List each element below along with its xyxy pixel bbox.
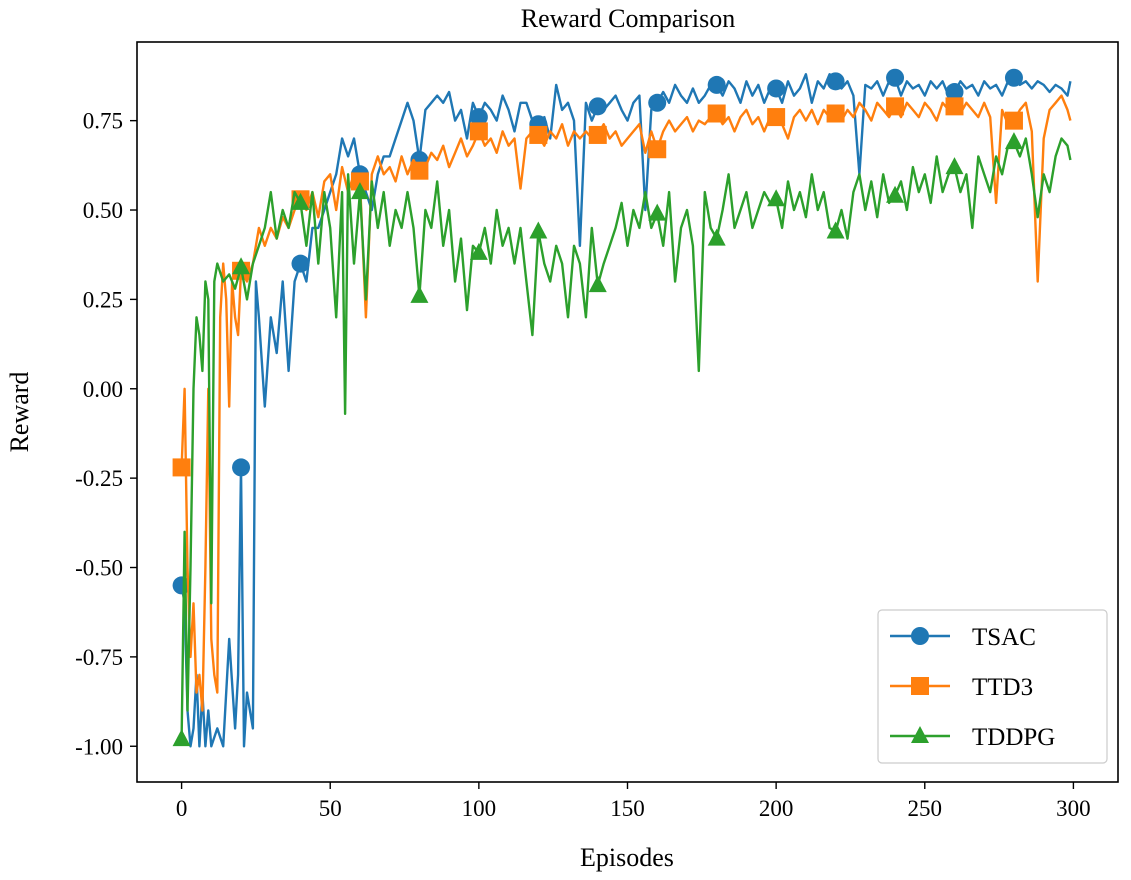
series-marker-tddpg bbox=[945, 157, 964, 175]
series-marker-tddpg bbox=[529, 221, 548, 239]
x-tick-label: 250 bbox=[908, 796, 943, 821]
series-marker-ttd3 bbox=[886, 97, 905, 116]
plot-area bbox=[136, 41, 1119, 783]
series-marker-tsac bbox=[232, 458, 251, 477]
y-tick-label: -1.00 bbox=[75, 734, 123, 759]
series-line-tddpg bbox=[180, 137, 1072, 740]
series-marker-tsac bbox=[588, 97, 607, 116]
series-marker-tddpg bbox=[767, 189, 786, 207]
legend-label-ttd3: TTD3 bbox=[972, 674, 1033, 701]
series-marker-tddpg bbox=[410, 285, 429, 303]
y-axis-label: Reward bbox=[5, 372, 34, 453]
legend-label-tsac: TSAC bbox=[972, 624, 1036, 651]
series-marker-tsac bbox=[1004, 68, 1023, 87]
y-tick-label: 0.75 bbox=[83, 109, 123, 134]
y-axis-ticks: -1.00 -0.75 -0.50 -0.25 0.00 0.25 0.50 0.75 bbox=[75, 109, 137, 759]
y-tick-label: 0.00 bbox=[83, 377, 123, 402]
x-tick-label: 150 bbox=[610, 796, 645, 821]
series-marker-tddpg bbox=[172, 729, 191, 747]
legend-frame bbox=[877, 609, 1108, 764]
x-tick-label: 100 bbox=[462, 796, 497, 821]
series-marker-ttd3 bbox=[648, 140, 667, 159]
series-marker-tddpg bbox=[232, 257, 251, 275]
y-tick-label: -0.50 bbox=[75, 556, 123, 581]
y-tick-label: 0.25 bbox=[83, 287, 123, 312]
series-marker-tddpg bbox=[291, 192, 310, 210]
y-tick-label: 0.50 bbox=[83, 198, 123, 223]
y-tick-label: -0.25 bbox=[75, 466, 123, 491]
series-marker-ttd3 bbox=[588, 125, 607, 144]
legend-label-tddpg: TDDPG bbox=[972, 724, 1055, 751]
series-marker-tddpg bbox=[826, 221, 845, 239]
series-marker-ttd3 bbox=[172, 458, 191, 477]
legend-marker-tsac bbox=[911, 627, 929, 645]
series-marker-tddpg bbox=[1004, 132, 1023, 150]
series-marker-ttd3 bbox=[826, 104, 845, 123]
series-marker-tddpg bbox=[707, 228, 726, 246]
series-marker-tsac bbox=[886, 68, 905, 87]
series-marker-tsac bbox=[945, 83, 964, 102]
legend-marker-ttd3 bbox=[911, 677, 929, 695]
series-marker-tsac bbox=[767, 79, 786, 98]
series-marker-tsac bbox=[648, 93, 667, 112]
x-tick-label: 300 bbox=[1056, 796, 1091, 821]
series-marker-tsac bbox=[469, 108, 488, 127]
series-marker-tddpg bbox=[469, 242, 488, 260]
series-marker-ttd3 bbox=[350, 172, 369, 191]
series-marker-tsac bbox=[826, 72, 845, 91]
series-marker-ttd3 bbox=[1004, 111, 1023, 130]
series-marker-ttd3 bbox=[767, 108, 786, 127]
x-tick-label: 200 bbox=[759, 796, 794, 821]
series-marker-tddpg bbox=[588, 275, 607, 293]
series-marker-tsac bbox=[291, 254, 310, 273]
x-axis-label: Episodes bbox=[580, 843, 674, 872]
series-marker-tddpg bbox=[886, 185, 905, 203]
series-layer bbox=[172, 68, 1072, 748]
chart-title: Reward Comparison bbox=[521, 4, 735, 33]
series-marker-ttd3 bbox=[469, 122, 488, 141]
series-marker-ttd3 bbox=[410, 161, 429, 180]
legend-marker-tddpg bbox=[911, 726, 929, 743]
series-marker-ttd3 bbox=[707, 104, 726, 123]
series-marker-ttd3 bbox=[945, 97, 964, 116]
x-axis-ticks: 0 50 100 150 200 250 300 bbox=[176, 782, 1091, 821]
legend: TSAC TTD3 TDDPG bbox=[877, 609, 1108, 764]
x-tick-label: 0 bbox=[176, 796, 188, 821]
x-tick-label: 50 bbox=[319, 796, 342, 821]
series-marker-tsac bbox=[707, 75, 726, 94]
series-marker-tddpg bbox=[350, 182, 369, 200]
series-marker-tddpg bbox=[648, 203, 667, 221]
series-marker-ttd3 bbox=[529, 125, 548, 144]
series-tddpg bbox=[172, 132, 1072, 747]
y-tick-label: -0.75 bbox=[75, 645, 123, 670]
